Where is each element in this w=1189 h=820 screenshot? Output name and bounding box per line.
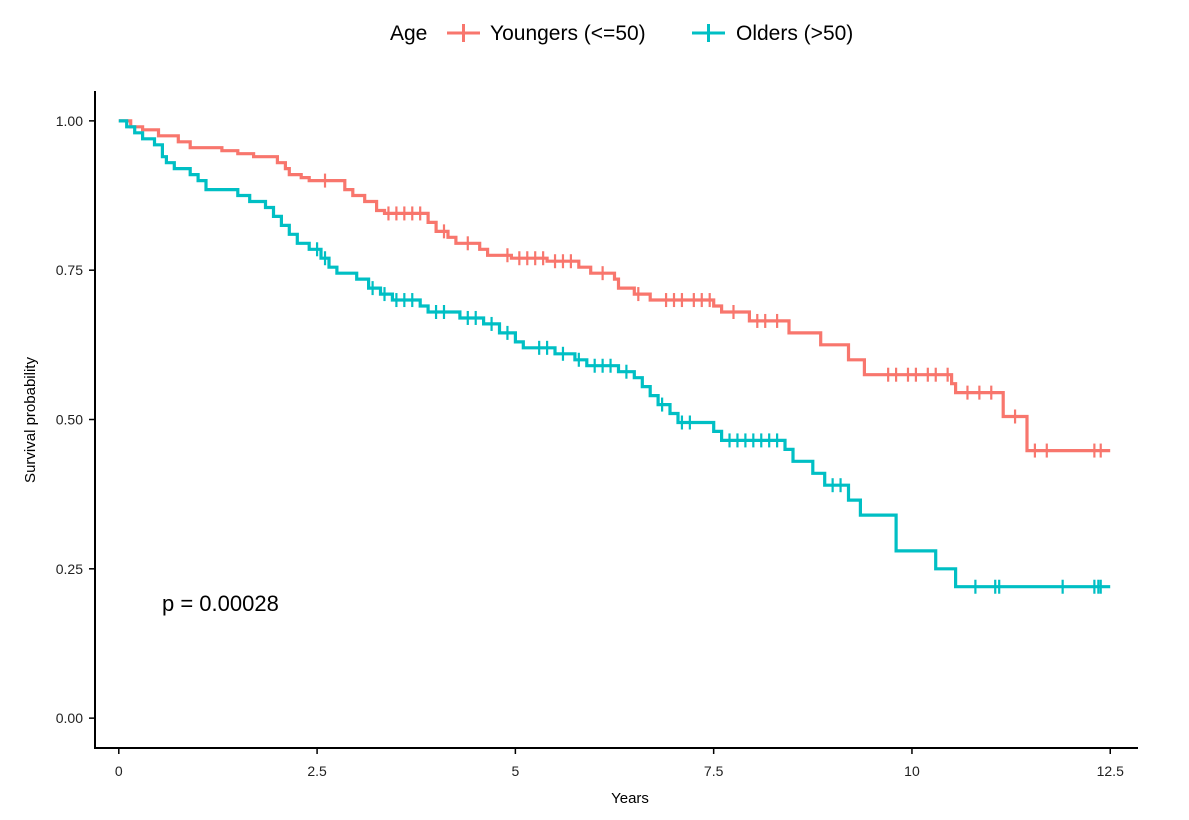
y-tick-label: 0.50 xyxy=(56,412,83,428)
series-line xyxy=(118,119,1111,453)
legend-title: Age xyxy=(390,22,427,45)
x-tick-label: 7.5 xyxy=(704,763,724,779)
legend: Age Youngers (<=50) Olders (>50) xyxy=(390,22,853,45)
y-axis-ticks: 0.00 0.25 0.50 0.75 1.00 xyxy=(56,113,95,726)
legend-label-olders: Olders (>50) xyxy=(736,22,853,45)
y-axis-title: Survival probability xyxy=(22,357,39,483)
p-value-annotation: p = 0.00028 xyxy=(162,591,279,616)
series-layer xyxy=(118,119,1111,594)
x-tick-label: 5 xyxy=(511,763,519,779)
series-youngers xyxy=(118,119,1111,458)
x-axis-ticks: 0 2.5 5 7.5 10 12.5 xyxy=(115,748,1124,779)
legend-label-youngers: Youngers (<=50) xyxy=(490,22,646,45)
x-axis-title: Years xyxy=(611,790,649,807)
y-tick-label: 1.00 xyxy=(56,113,83,129)
y-tick-label: 0.75 xyxy=(56,262,83,278)
y-tick-label: 0.25 xyxy=(56,561,83,577)
x-tick-label: 0 xyxy=(115,763,123,779)
x-tick-label: 2.5 xyxy=(307,763,327,779)
series-olders xyxy=(118,119,1111,594)
x-tick-label: 12.5 xyxy=(1097,763,1124,779)
y-tick-label: 0.00 xyxy=(56,710,83,726)
series-line xyxy=(118,119,1111,589)
x-tick-label: 10 xyxy=(904,763,920,779)
